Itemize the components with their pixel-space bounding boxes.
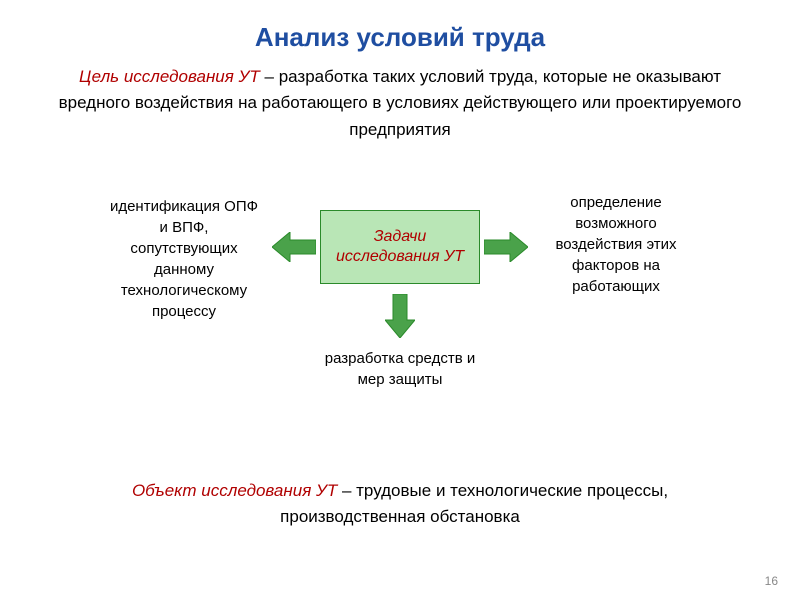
intro-paragraph: Цель исследования УТ – разработка таких … bbox=[50, 64, 750, 143]
left-node-text: идентификация ОПФ и ВПФ, сопутствующих д… bbox=[104, 196, 264, 322]
arrow-left-icon bbox=[272, 232, 316, 262]
page-number: 16 bbox=[765, 574, 778, 588]
bottom-lead: Объект исследования УТ bbox=[132, 481, 337, 500]
bottom-rest: – трудовые и технологические процессы, п… bbox=[280, 481, 668, 526]
bottom-paragraph: Объект исследования УТ – трудовые и техн… bbox=[80, 478, 720, 531]
right-node-text: определение возможного воздействия этих … bbox=[536, 192, 696, 297]
center-box: Задачи исследования УТ bbox=[320, 210, 480, 284]
center-box-label: Задачи исследования УТ bbox=[321, 227, 479, 267]
down-node-text: разработка средств и мер защиты bbox=[320, 348, 480, 390]
arrow-down-icon bbox=[385, 294, 415, 338]
arrow-right-icon bbox=[484, 232, 528, 262]
page-title: Анализ условий труда bbox=[0, 22, 800, 53]
intro-lead: Цель исследования УТ bbox=[79, 67, 260, 86]
slide: Анализ условий труда Цель исследования У… bbox=[0, 0, 800, 600]
